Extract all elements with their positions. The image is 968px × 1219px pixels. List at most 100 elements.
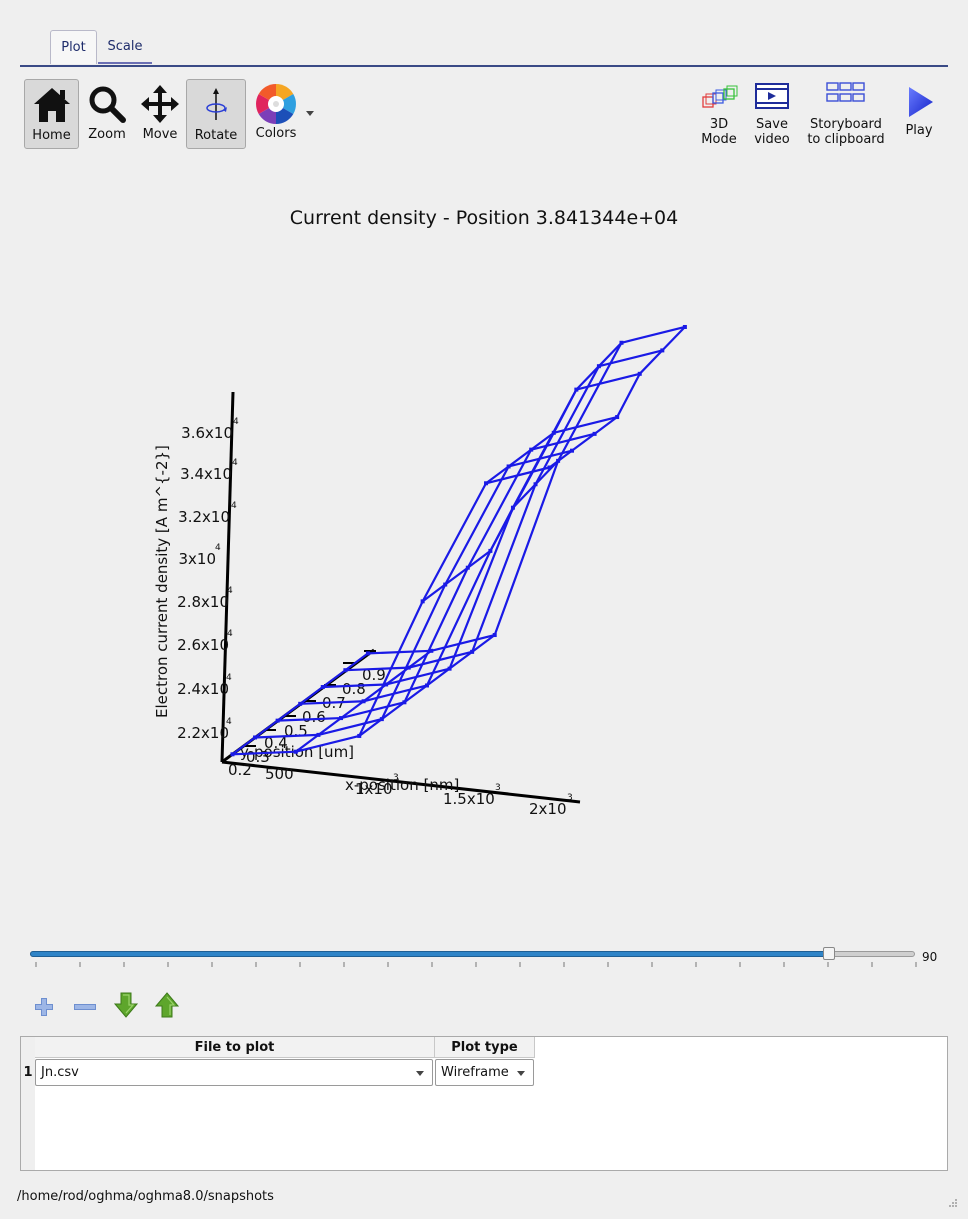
y-tick-7: 0.9 (362, 666, 386, 684)
wire-node (230, 752, 235, 757)
wire-row-2 (277, 432, 595, 722)
wire-node (384, 682, 389, 687)
3d-cubes-icon (702, 85, 738, 108)
z-tick-0: 2.2x10 (177, 724, 229, 742)
wire-node (443, 582, 448, 587)
wire-node (429, 648, 434, 653)
zoom-icon (89, 86, 126, 123)
rotate-button[interactable]: Rotate (186, 79, 246, 149)
wire-col-4 (485, 342, 623, 485)
wire-node (547, 465, 552, 470)
wire-node (316, 732, 321, 737)
y-tick-4: 0.6 (302, 708, 326, 726)
wireframe-surface (230, 324, 687, 757)
z-tick-6: 3.4x10 (180, 465, 232, 483)
3d-mode-button[interactable]: 3D Mode (696, 79, 742, 151)
plot-files-table (20, 1036, 948, 1171)
move-icon (141, 85, 179, 123)
storyboard-label: Storyboard to clipboard (807, 117, 884, 147)
storyboard-label-line2: to clipboard (807, 132, 885, 147)
arrow-up-icon[interactable] (154, 992, 180, 1018)
frame-slider-handle[interactable] (823, 947, 835, 960)
header-plot-type[interactable]: Plot type (435, 1037, 535, 1058)
storyboard-icon (826, 82, 865, 102)
plot-type-select[interactable]: Wireframe (435, 1059, 534, 1086)
status-path: /home/rod/oghma/oghma8.0/snapshots (17, 1189, 274, 1204)
colors-label: Colors (255, 126, 297, 141)
minus-icon[interactable] (73, 996, 97, 1018)
rotate-icon (206, 88, 227, 120)
wire-node (660, 348, 665, 353)
wire-node (596, 364, 601, 369)
wire-node (492, 633, 497, 638)
colors-dropdown-arrow-icon[interactable] (306, 111, 314, 116)
home-button[interactable]: Home (24, 79, 79, 149)
save-video-button[interactable]: Save video (748, 79, 796, 151)
y-tick-2: 0.4 (264, 734, 288, 752)
storyboard-button[interactable]: Storyboard to clipboard (803, 79, 889, 151)
x-axis-exponents: 3 3 3 (393, 773, 573, 803)
wire-node (488, 548, 493, 553)
home-label: Home (32, 128, 71, 143)
play-button[interactable]: Play (896, 79, 942, 151)
wire-node (320, 685, 325, 690)
header-file-to-plot[interactable]: File to plot (35, 1037, 435, 1058)
slider-ticks (35, 962, 917, 967)
slider-value: 90 (922, 950, 938, 964)
wire-node (529, 447, 534, 452)
storyboard-label-line1: Storyboard (810, 117, 882, 132)
move-label: Move (142, 127, 178, 142)
tab-plot[interactable]: Plot (50, 30, 97, 64)
row-number[interactable]: 1 (23, 1065, 33, 1080)
x-axis-line (221, 760, 581, 804)
wire-node (570, 448, 575, 453)
wire-node (298, 701, 303, 706)
z-exp-0: 4 (226, 717, 232, 727)
3d-mode-label-line1: 3D (709, 117, 729, 132)
wire-node (682, 324, 687, 329)
plot-canvas[interactable]: 2.2x10 2.4x10 2.6x10 2.8x10 3x10 3.2x10 … (0, 240, 968, 880)
z-exp-6: 4 (232, 458, 238, 468)
colors-button[interactable]: Colors (250, 79, 302, 149)
x-tick-1: 1x10 (355, 780, 393, 798)
wire-node (379, 717, 384, 722)
file-select-value: Jn.csv (41, 1065, 79, 1080)
save-video-label: Save video (754, 117, 790, 147)
plot-type-value: Wireframe (441, 1065, 509, 1080)
x-exp-1: 3 (393, 773, 399, 783)
zoom-button[interactable]: Zoom (82, 79, 132, 149)
video-icon (755, 83, 789, 109)
resize-grip-icon[interactable] (946, 1196, 958, 1208)
home-icon (33, 88, 70, 122)
z-axis-line (220, 391, 235, 763)
wire-node (592, 431, 597, 436)
tab-scale[interactable]: Scale (98, 30, 152, 64)
arrow-down-icon[interactable] (113, 992, 139, 1018)
z-tick-5: 3.2x10 (178, 508, 230, 526)
rotate-label: Rotate (194, 128, 238, 143)
row-header-column (21, 1037, 35, 1170)
wire-node (357, 733, 362, 738)
z-exp-4: 4 (215, 543, 221, 553)
wire-node (365, 651, 370, 656)
move-button[interactable]: Move (135, 79, 185, 149)
wire-node (420, 599, 425, 604)
wire-node (637, 371, 642, 376)
save-video-label-line1: Save (756, 117, 788, 132)
plus-icon[interactable] (33, 996, 55, 1018)
wire-node (293, 749, 298, 754)
wire-node (406, 665, 411, 670)
wire-row-4 (322, 372, 641, 689)
save-video-label-line2: video (754, 132, 790, 147)
wire-node (533, 482, 538, 487)
wire-node (615, 415, 620, 420)
chevron-down-icon (416, 1071, 424, 1076)
z-exp-2: 4 (227, 629, 233, 639)
z-exp-7: 4 (233, 417, 239, 427)
zoom-label: Zoom (88, 127, 126, 142)
z-exp-3: 4 (227, 586, 233, 596)
plot-title: Current density - Position 3.841344e+04 (289, 207, 679, 229)
file-select[interactable]: Jn.csv (35, 1059, 433, 1086)
z-exp-1: 4 (226, 673, 232, 683)
x-tick-0: 500 (265, 765, 294, 783)
